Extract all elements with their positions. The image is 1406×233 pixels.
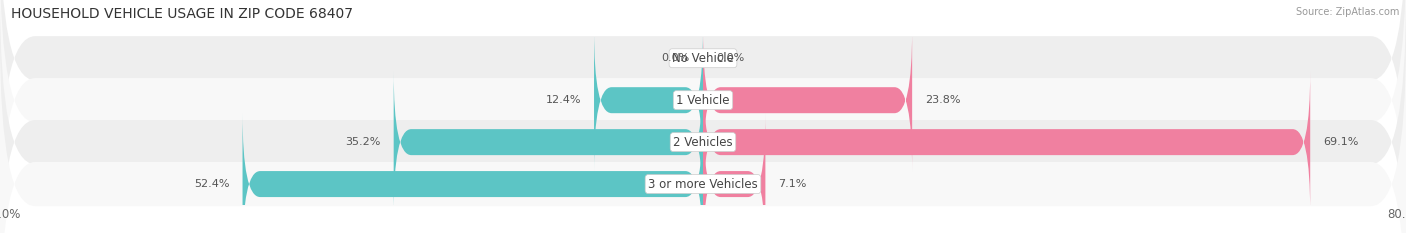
Text: 35.2%: 35.2% (344, 137, 381, 147)
Text: 23.8%: 23.8% (925, 95, 960, 105)
FancyBboxPatch shape (0, 0, 1406, 204)
Text: 0.0%: 0.0% (662, 53, 690, 63)
Text: 7.1%: 7.1% (779, 179, 807, 189)
Text: HOUSEHOLD VEHICLE USAGE IN ZIP CODE 68407: HOUSEHOLD VEHICLE USAGE IN ZIP CODE 6840… (11, 7, 353, 21)
FancyBboxPatch shape (703, 29, 912, 171)
Text: 12.4%: 12.4% (546, 95, 581, 105)
FancyBboxPatch shape (593, 29, 703, 171)
Text: Source: ZipAtlas.com: Source: ZipAtlas.com (1295, 7, 1399, 17)
Text: 1 Vehicle: 1 Vehicle (676, 94, 730, 107)
FancyBboxPatch shape (703, 113, 765, 233)
Text: 3 or more Vehicles: 3 or more Vehicles (648, 178, 758, 191)
FancyBboxPatch shape (0, 38, 1406, 233)
Text: No Vehicle: No Vehicle (672, 52, 734, 65)
FancyBboxPatch shape (703, 71, 1310, 213)
FancyBboxPatch shape (394, 71, 703, 213)
FancyBboxPatch shape (243, 113, 703, 233)
Text: 2 Vehicles: 2 Vehicles (673, 136, 733, 149)
Text: 0.0%: 0.0% (716, 53, 744, 63)
Text: 69.1%: 69.1% (1323, 137, 1358, 147)
Text: 52.4%: 52.4% (194, 179, 229, 189)
